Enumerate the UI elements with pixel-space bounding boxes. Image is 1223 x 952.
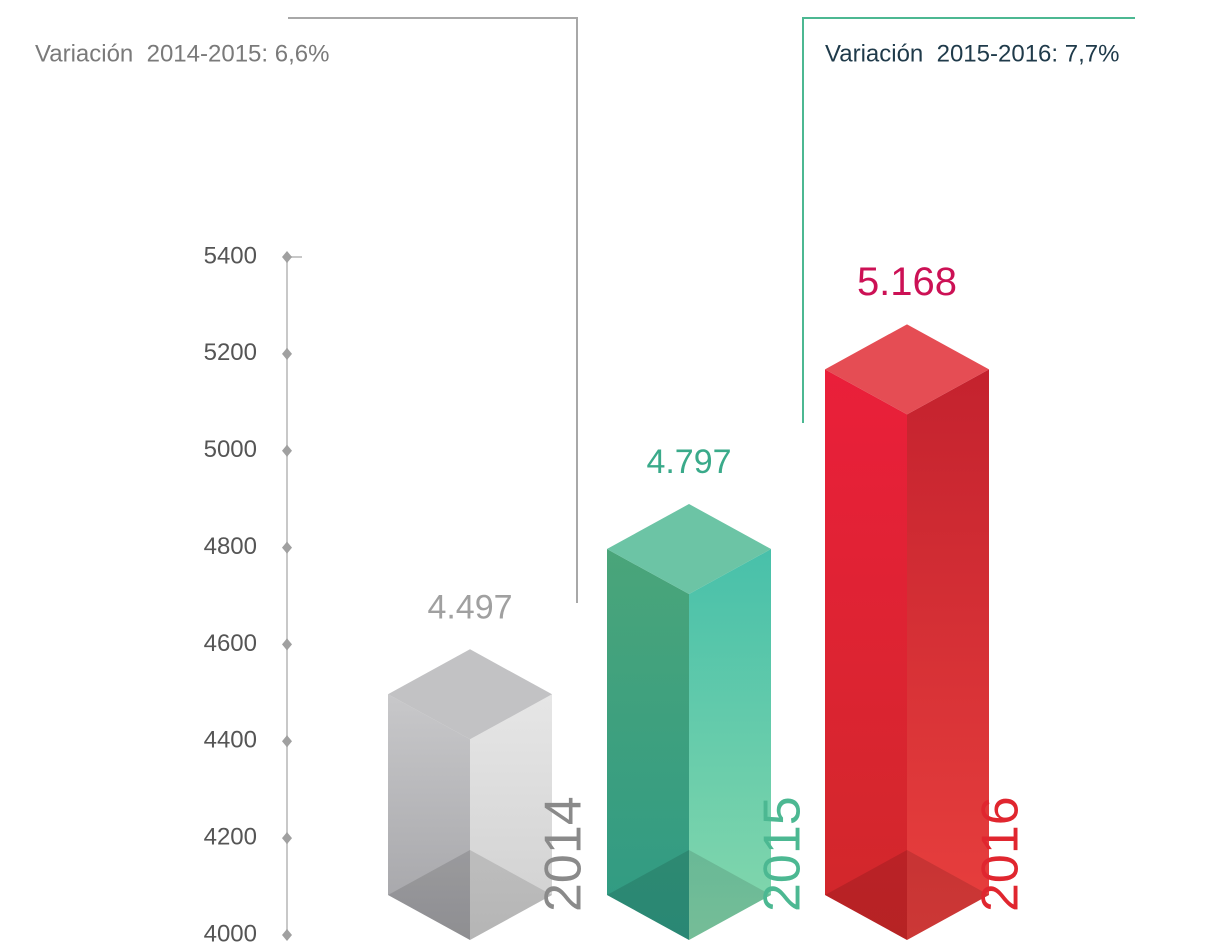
bar-base [388, 850, 552, 940]
y-tick-label: 4400 [204, 727, 257, 754]
y-tick-label: 4800 [204, 533, 257, 560]
bar-top-shade [825, 324, 989, 415]
bracket [802, 17, 1135, 423]
annotation: Variación 2014-2015: 6,6% [35, 40, 329, 67]
bar-right-face [470, 694, 552, 940]
tick-mark [282, 251, 292, 263]
y-tick-label: 4000 [204, 920, 257, 947]
y-tick-label: 5000 [204, 436, 257, 463]
annotation: Variación 2015-2016: 7,7% [825, 40, 1119, 67]
y-tick-label: 5200 [204, 339, 257, 366]
tick-mark [282, 444, 292, 457]
tick-mark [282, 638, 292, 651]
x-tick-label: 2016 [972, 796, 1030, 912]
bar-left-face [607, 549, 689, 940]
tick-mark [282, 541, 292, 554]
value-label: 5.168 [857, 260, 957, 304]
y-tick-label: 4200 [204, 823, 257, 850]
tick-mark [282, 832, 292, 845]
bar [388, 649, 552, 940]
value-label: 4.797 [646, 443, 731, 481]
x-tick-label: 2015 [754, 796, 812, 912]
value-label: 4.497 [427, 588, 512, 626]
tick-mark [282, 735, 292, 748]
bar [825, 324, 989, 941]
bracket [288, 17, 578, 603]
bar-top [388, 649, 552, 740]
bar-top-shade [388, 649, 552, 740]
tick-mark [282, 347, 292, 360]
bar-top-shade [607, 504, 771, 595]
bar [607, 504, 771, 940]
tick-mark [282, 929, 292, 941]
bar-top [825, 324, 989, 415]
y-tick-label: 4600 [204, 630, 257, 657]
bar-left-face [825, 369, 907, 941]
bar-base [825, 850, 989, 940]
y-tick-label: 5400 [204, 242, 257, 269]
bar-top [607, 504, 771, 595]
bar-right-face [907, 369, 989, 941]
bar-right-face [689, 549, 771, 940]
x-tick-label: 2014 [535, 796, 593, 912]
bar-left-face [388, 694, 470, 940]
bar-base [607, 850, 771, 940]
